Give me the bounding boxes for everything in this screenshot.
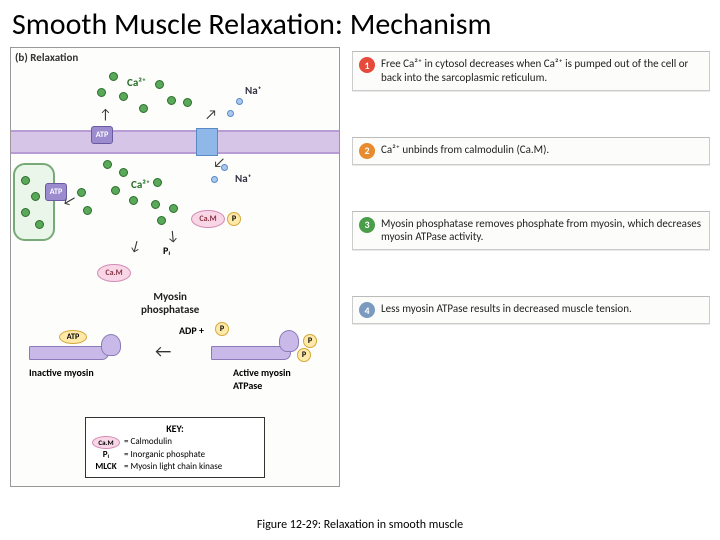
ca-ion: [31, 192, 40, 201]
key-sym: Pᵢ: [92, 449, 120, 461]
page-title: Smooth Muscle Relaxation: Mechanism: [0, 0, 720, 47]
ca-ion: [119, 92, 128, 101]
step-4: 4 Less myosin ATPase results in decrease…: [352, 296, 710, 324]
ca-ion: [157, 216, 166, 225]
step-2: 2 Ca²⁺ unbinds from calmodulin (Ca.M).: [352, 137, 710, 165]
key-cam-oval: Ca.M: [92, 436, 120, 449]
atp-pump-membrane: ATP: [91, 126, 113, 144]
ca-ion: [183, 98, 192, 107]
pi-label: Pᵢ: [163, 244, 170, 257]
key-row: Ca.M = Calmodulin: [92, 436, 258, 449]
key-legend: KEY: Ca.M = Calmodulin Pᵢ = Inorganic ph…: [85, 417, 265, 478]
myosin-phosphatase-label: Myosin phosphatase: [141, 290, 199, 316]
key-sym: MLCK: [92, 461, 120, 473]
step-num-3: 3: [359, 217, 375, 233]
key-eq: = Calmodulin: [124, 436, 172, 448]
active-myosin-label: Active myosin ATPase: [233, 366, 291, 392]
na-label-bottom: Na⁺: [235, 172, 252, 185]
na-ion: [211, 176, 218, 183]
ca-ion: [35, 220, 44, 229]
membrane-band: [11, 130, 339, 154]
ca-ion: [169, 204, 178, 213]
panel-label: (b) Relaxation: [15, 51, 78, 64]
step-1: 1 Free Ca²⁺ in cytosol decreases when Ca…: [352, 51, 710, 91]
arrow-left-icon: ←: [155, 340, 171, 362]
ca-ion: [103, 160, 112, 169]
diagram-panel: (b) Relaxation ATP ATP Ca²⁺ Ca²⁺ Na⁺ Na⁺: [10, 47, 340, 487]
ca-ion: [119, 168, 128, 177]
step-text: Less myosin ATPase results in decreased …: [381, 302, 632, 316]
phosphate-active-2: P: [303, 334, 317, 348]
ca-label-top: Ca²⁺: [127, 76, 146, 89]
arrow-up-icon: ↗: [205, 106, 217, 123]
phosphate-bound: P: [227, 212, 241, 226]
ca-ion: [153, 178, 162, 187]
key-eq: = Myosin light chain kinase: [124, 461, 222, 473]
ca-label-mid: Ca²⁺: [131, 178, 150, 191]
step-num-1: 1: [359, 57, 375, 73]
ca-ion: [109, 72, 118, 81]
na-ion: [236, 98, 243, 105]
arrow-up-icon: ↑: [99, 106, 112, 123]
atp-inactive: ATP: [59, 330, 87, 344]
step-num-4: 4: [359, 302, 375, 318]
ca-ion: [97, 88, 106, 97]
arrow-icon: ↙: [126, 236, 145, 257]
active-myosin-head: [279, 330, 299, 352]
ca-ion: [77, 188, 86, 197]
key-eq: = Inorganic phosphate: [124, 449, 205, 461]
arrow-down-icon: ↙: [213, 154, 225, 171]
step-text: Free Ca²⁺ in cytosol decreases when Ca²⁺…: [381, 57, 703, 85]
ca-ion: [129, 196, 138, 205]
active-myosin-tail: [211, 346, 291, 360]
ca-ion: [21, 176, 30, 185]
ca-ion: [83, 206, 92, 215]
key-row: MLCK = Myosin light chain kinase: [92, 461, 258, 473]
steps-column: 1 Free Ca²⁺ in cytosol decreases when Ca…: [352, 47, 710, 487]
phosphate-active-1: P: [297, 348, 311, 362]
inactive-myosin-tail: [29, 346, 109, 360]
inactive-myosin-head: [101, 334, 121, 356]
step-num-2: 2: [359, 143, 375, 159]
key-title: KEY:: [92, 422, 258, 436]
key-row: Pᵢ = Inorganic phosphate: [92, 449, 258, 461]
ca-ion: [111, 186, 120, 195]
ca-ion: [151, 200, 160, 209]
content-row: (b) Relaxation ATP ATP Ca²⁺ Ca²⁺ Na⁺ Na⁺: [0, 47, 720, 487]
ca-ion: [21, 208, 30, 217]
figure-caption: Figure 12-29: Relaxation in smooth muscl…: [0, 518, 720, 532]
cam-free: Ca.M: [97, 264, 131, 282]
na-label-top: Na⁺: [245, 84, 262, 97]
na-ion: [227, 110, 234, 117]
phosphate-released: P: [215, 322, 229, 336]
step-text: Myosin phosphatase removes phosphate fro…: [381, 217, 703, 245]
ca-ion: [167, 96, 176, 105]
sarcoplasmic-reticulum: [13, 163, 55, 241]
inactive-myosin-label: Inactive myosin: [29, 366, 94, 379]
adp-label: ADP +: [179, 324, 204, 337]
step-text: Ca²⁺ unbinds from calmodulin (Ca.M).: [381, 143, 549, 157]
step-3: 3 Myosin phosphatase removes phosphate f…: [352, 211, 710, 251]
na-ca-exchanger: [196, 128, 218, 156]
ca-ion: [155, 80, 164, 89]
cam-p-complex: Ca.M: [191, 210, 225, 228]
ca-ion: [139, 104, 148, 113]
